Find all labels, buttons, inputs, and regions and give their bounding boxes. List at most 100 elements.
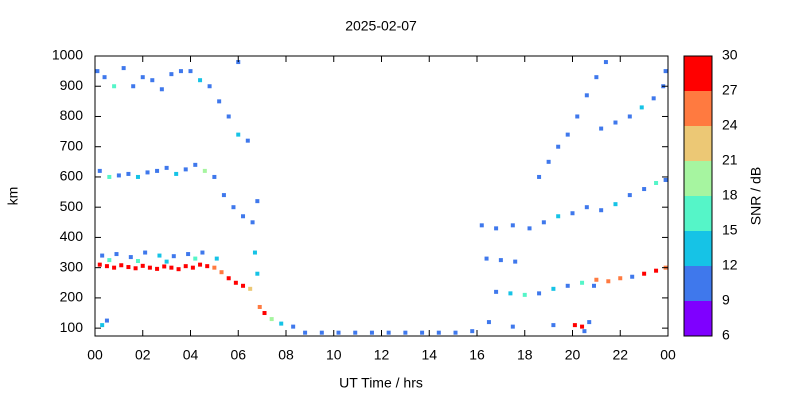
cell [639,105,644,110]
colorbar-tick-label: 21 [722,152,738,168]
cell [584,205,589,210]
cell [248,286,253,291]
cell [262,311,267,316]
cell [198,78,203,83]
cell [663,69,668,74]
cell [174,171,179,176]
cell [255,271,260,276]
cell [599,208,604,213]
cell [150,78,155,83]
cell [219,270,224,275]
cell [572,323,577,328]
y-tick-label: 300 [60,258,84,274]
cell [100,253,105,258]
cell [169,72,174,77]
cell [188,69,193,74]
cell [580,280,585,285]
cell [126,265,131,270]
cell [183,264,188,269]
cell [642,271,647,276]
cell [212,174,217,179]
x-tick-label: 02 [135,347,151,363]
cell [565,283,570,288]
cell [582,329,587,334]
x-tick-label: 10 [326,347,342,363]
colorbar-band [684,161,712,196]
cell [591,283,596,288]
cell [131,84,136,89]
colorbar-band [684,56,712,91]
cell [176,267,181,272]
x-tick-label: 06 [230,347,246,363]
cell [157,253,162,258]
cell [291,324,296,329]
cell [241,283,246,288]
cell [233,280,238,285]
cell [112,265,117,270]
cell [147,265,152,270]
cell [164,165,169,170]
y-tick-label: 100 [60,319,84,335]
cell [159,87,164,92]
colorbar-tick-label: 15 [722,222,738,238]
colorbar-tick-label: 24 [722,117,738,133]
cell [565,132,570,137]
cell [510,324,515,329]
cell [537,174,542,179]
y-tick-label: 900 [60,77,84,93]
x-tick-label: 18 [517,347,533,363]
cell [135,259,140,264]
colorbar-tick-label: 12 [722,257,738,273]
cell [226,276,231,281]
x-tick-label: 00 [660,347,676,363]
cell [186,252,191,257]
y-tick-label: 1000 [52,47,83,63]
y-tick-label: 500 [60,198,84,214]
cell [651,96,656,101]
cell [546,159,551,164]
cell [599,126,604,131]
cell [236,60,241,65]
cell [112,84,117,89]
y-tick-label: 700 [60,137,84,153]
y-axis-label: km [5,187,21,206]
cell [95,69,100,74]
cell [570,211,575,216]
y-tick-label: 200 [60,289,84,305]
x-tick-label: 20 [565,347,581,363]
cell [231,205,236,210]
cell [214,256,219,261]
cell [303,330,308,335]
cell [107,174,112,179]
cell [642,187,647,192]
cell [510,223,515,228]
colorbar-tick-label: 30 [722,47,738,63]
cell [200,250,205,255]
colorbar-band [684,231,712,266]
cell [202,168,207,173]
cell [155,266,160,271]
cell [171,254,176,259]
cell [193,162,198,167]
cell [145,170,150,175]
cell [190,265,195,270]
x-tick-label: 00 [87,347,103,363]
colorbar-label: SNR / dB [748,167,764,225]
cell [207,84,212,89]
x-tick-label: 04 [183,347,199,363]
colorbar-band [684,266,712,301]
cell [250,220,255,225]
cell [369,330,374,335]
y-tick-label: 400 [60,228,84,244]
cell [627,114,632,119]
cell [252,250,257,255]
cell [654,268,659,273]
cell [114,252,119,257]
cell [205,264,210,269]
cell [155,168,160,173]
cell [97,262,102,267]
cell [212,265,217,270]
cell [319,330,324,335]
cell [279,321,284,326]
cell [527,226,532,231]
